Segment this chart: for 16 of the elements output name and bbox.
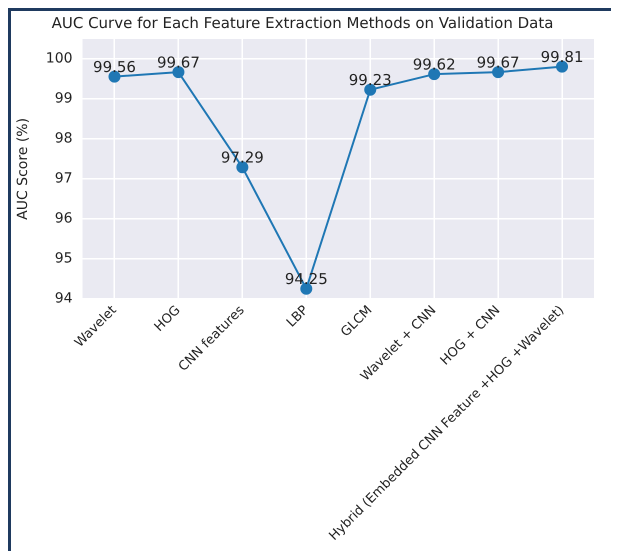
- chart-title: AUC Curve for Each Feature Extraction Methods on Validation Data: [52, 14, 554, 32]
- data-label: 99.23: [348, 71, 392, 90]
- y-tick-label: 100: [46, 50, 73, 67]
- data-label: 99.81: [540, 48, 584, 66]
- data-label: 99.67: [156, 54, 200, 72]
- y-tick-label: 97: [54, 170, 73, 187]
- y-tick-label: 94: [54, 290, 73, 306]
- y-tick-label: 99: [54, 90, 73, 107]
- y-tick-label: 95: [54, 250, 73, 266]
- x-tick-label: LBP: [284, 302, 312, 331]
- data-label: 99.62: [412, 56, 456, 74]
- data-label: 99.67: [476, 54, 520, 72]
- y-tick-label: 96: [54, 210, 73, 226]
- data-label: 99.56: [93, 58, 136, 76]
- y-axis-title: AUC Score (%): [15, 118, 32, 220]
- y-tick-label: 98: [54, 130, 73, 147]
